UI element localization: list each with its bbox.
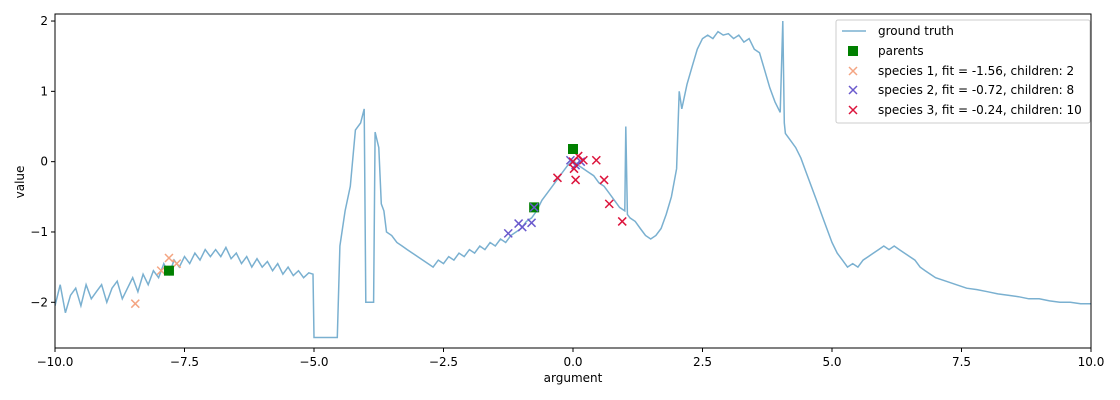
legend-species-1-swatch bbox=[848, 66, 858, 76]
legend-species-2-label: species 2, fit = -0.72, children: 8 bbox=[878, 83, 1074, 97]
species-1-point bbox=[172, 259, 182, 269]
species-2-point bbox=[529, 202, 539, 212]
legend-frame bbox=[835, 19, 1091, 124]
x-tick-label: 2.5 bbox=[693, 355, 712, 369]
y-axis: −2 −1 0 1 2 bbox=[30, 14, 55, 309]
x-axis-label: argument bbox=[544, 371, 603, 385]
legend-parents-swatch bbox=[848, 46, 858, 56]
y-tick-label: −1 bbox=[30, 225, 48, 239]
legend-species-1-label: species 1, fit = -1.56, children: 2 bbox=[878, 64, 1074, 78]
species-2-point bbox=[576, 157, 586, 167]
x-tick-label: 0.0 bbox=[563, 355, 582, 369]
parent-point bbox=[163, 265, 174, 276]
species-3-point bbox=[571, 175, 581, 185]
species-2-point bbox=[527, 218, 537, 228]
x-tick-label: −7.5 bbox=[170, 355, 199, 369]
species-3-point bbox=[569, 164, 579, 174]
x-tick-label: 7.5 bbox=[952, 355, 971, 369]
x-tick-label: −5.0 bbox=[299, 355, 328, 369]
y-tick-label: 2 bbox=[40, 14, 48, 28]
x-tick-label: −10.0 bbox=[37, 355, 74, 369]
y-tick-label: 1 bbox=[40, 84, 48, 98]
x-tick-label: 5.0 bbox=[822, 355, 841, 369]
species-3-point bbox=[578, 155, 588, 165]
species-1-point bbox=[130, 299, 140, 309]
y-tick-label: 0 bbox=[40, 155, 48, 169]
legend-species-2-swatch bbox=[848, 85, 858, 95]
species-2-point bbox=[503, 228, 513, 238]
species-3-point bbox=[552, 173, 562, 183]
y-tick-label: −2 bbox=[30, 295, 48, 309]
parent-point bbox=[568, 144, 578, 155]
species-3-point bbox=[591, 155, 601, 165]
x-tick-label: −2.5 bbox=[429, 355, 458, 369]
species-3-point bbox=[604, 199, 614, 209]
ground-truth-line bbox=[55, 20, 1091, 339]
species-1-point bbox=[164, 253, 174, 263]
legend-species-3-label: species 3, fit = -0.24, children: 10 bbox=[878, 103, 1082, 117]
x-axis: −10.0 −7.5 −5.0 −2.5 0.0 2.5 5.0 7.5 10.0 bbox=[37, 348, 1105, 369]
y-axis-label: value bbox=[13, 166, 27, 199]
legend: ground truth parents species 1, fit = -1… bbox=[835, 19, 1091, 124]
x-tick-label: 10.0 bbox=[1078, 355, 1105, 369]
legend-species-3-swatch bbox=[848, 105, 858, 115]
species-1-point bbox=[156, 266, 166, 276]
legend-parents-label: parents bbox=[878, 44, 924, 58]
species-3-point bbox=[599, 175, 609, 185]
species-2-point bbox=[517, 222, 527, 232]
legend-ground-truth-label: ground truth bbox=[878, 24, 954, 38]
species-3-point bbox=[617, 216, 627, 226]
